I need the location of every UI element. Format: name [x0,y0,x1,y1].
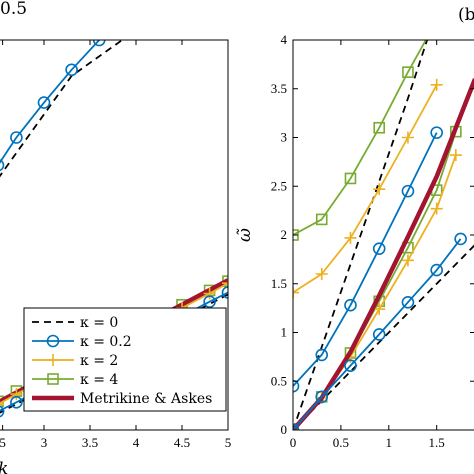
right-tick-labels: 0 0.5 1 1.5 0 0.5 1 1.5 2 2.5 3 3.5 4 [271,32,445,450]
series-line-0-upper [0,40,123,178]
data-point-0-2-upper-5 [430,126,443,139]
y-tick-label: 2 [281,227,288,242]
right-panel-title: (b [458,5,474,25]
right-panel: (b ω̃ 0 0.5 1 1.5 0 0.5 1 1.5 2 2.5 3 3.5 4 [235,5,474,450]
data-point-0-2-lower-6 [454,232,467,246]
data-point-2-lower-3 [373,303,386,316]
data-point-2-upper-4 [401,131,414,144]
data-point-0-2-upper-4 [92,40,106,47]
data-point-0-2-upper-1 [10,131,23,144]
data-point-2-upper-5 [430,78,443,91]
right-plot-frame [292,39,474,431]
data-point-0-2-upper-4 [401,184,415,198]
legend-entry-4: κ = 4 [80,372,118,388]
data-point-2-lower-9 [222,277,228,290]
legend-entry-2: κ = 2 [80,353,118,369]
x-tick-label: 3 [41,435,48,450]
y-tick-label: 2.5 [271,178,287,193]
legend-marker-0-2 [46,334,60,348]
left-panel-title: 0.5 [0,0,27,19]
data-point-0-2-lower-4 [401,295,415,309]
data-point-4-upper-2 [344,172,357,185]
x-tick-label: 1.5 [429,435,445,450]
left-plot-frame [0,39,229,431]
data-point-0-2-upper-0 [293,379,300,393]
legend-entry-0-2: κ = 0.2 [80,334,132,350]
x-tick-label: 4 [133,435,140,450]
data-point-4-upper-3 [373,121,386,134]
right-y-axis-label: ω̃ [235,228,255,242]
data-point-4-upper-1 [315,213,328,226]
x-tick-label: 5 [225,435,232,450]
data-point-0-2-lower-3 [372,328,386,341]
data-point-2-lower-1 [10,388,23,401]
data-point-2-upper-0 [293,286,299,299]
y-tick-label: 0 [281,422,288,437]
series-line-0-2-upper [0,40,100,164]
data-point-4-upper-4 [402,66,414,78]
data-point-2-lower-0 [0,403,4,406]
series-line-0-2-lower [293,238,462,430]
data-point-2-lower-8 [203,287,216,300]
right-plot-area [292,16,474,431]
left-tick-labels: 5 3 3.5 4 4.5 5 [0,435,231,450]
x-tick-label: 0 [290,435,297,450]
data-point-2-upper-3 [373,183,386,196]
data-point-0-2-upper-1 [315,348,329,362]
legend-entry-0: κ = 0 [80,315,118,331]
data-point-2-upper-2 [344,231,357,244]
data-point-0-2-lower-9 [221,286,228,299]
data-point-0-2-upper-2 [344,298,357,312]
y-tick-label: 3.5 [271,81,287,96]
y-tick-label: 1 [281,325,288,340]
left-panel: 0.5 k 5 3 3.5 4 4.5 5 κ = 0 κ = 0.2 κ = 2 κ = 4 M… [0,0,231,474]
data-point-0-2-upper-2 [37,96,51,109]
legend-entry-metrikine-askes: Metrikine & Askes [80,391,212,407]
y-tick-label: 3 [281,130,288,145]
data-point-2-upper-1 [315,268,328,280]
data-point-0-2-lower-1 [10,395,23,409]
data-point-0-2-lower-1 [315,390,329,404]
data-point-0-2-lower-0 [0,405,5,418]
y-tick-label: 4 [281,32,288,47]
data-point-4-upper-5 [432,16,442,26]
data-point-0-2-lower-2 [344,359,357,372]
series-line-4-lower [293,131,457,430]
legend: κ = 0 κ = 0.2 κ = 2 κ = 4 Metrikine & Askes [23,307,227,412]
series-line-2-upper [293,84,438,294]
legend-marker-2 [47,354,59,366]
x-tick-label: 1 [386,435,393,450]
y-tick-label: 0.5 [271,373,287,388]
y-tick-label: 1.5 [271,276,287,291]
x-tick-label: 3.5 [82,435,98,450]
data-point-0-2-upper-3 [372,242,386,255]
data-point-2-lower-4 [401,254,414,267]
data-point-0-2-upper-0 [0,159,5,172]
data-point-2-lower-5 [430,202,443,215]
data-point-0-2-upper-3 [65,63,78,77]
legend-marker-4 [47,373,59,385]
x-tick-label: 4.5 [174,435,190,450]
series-line-4-upper [293,40,427,236]
data-point-2-lower-6 [449,149,462,162]
data-point-0-2-lower-8 [203,295,216,309]
left-x-axis-label: k [0,459,8,474]
x-tick-label: 5 [0,435,6,450]
data-point-0-2-lower-5 [430,263,443,277]
x-tick-label: 0.5 [333,435,349,450]
right-plot-series [293,16,474,430]
series-line-0-2-upper [293,132,438,387]
